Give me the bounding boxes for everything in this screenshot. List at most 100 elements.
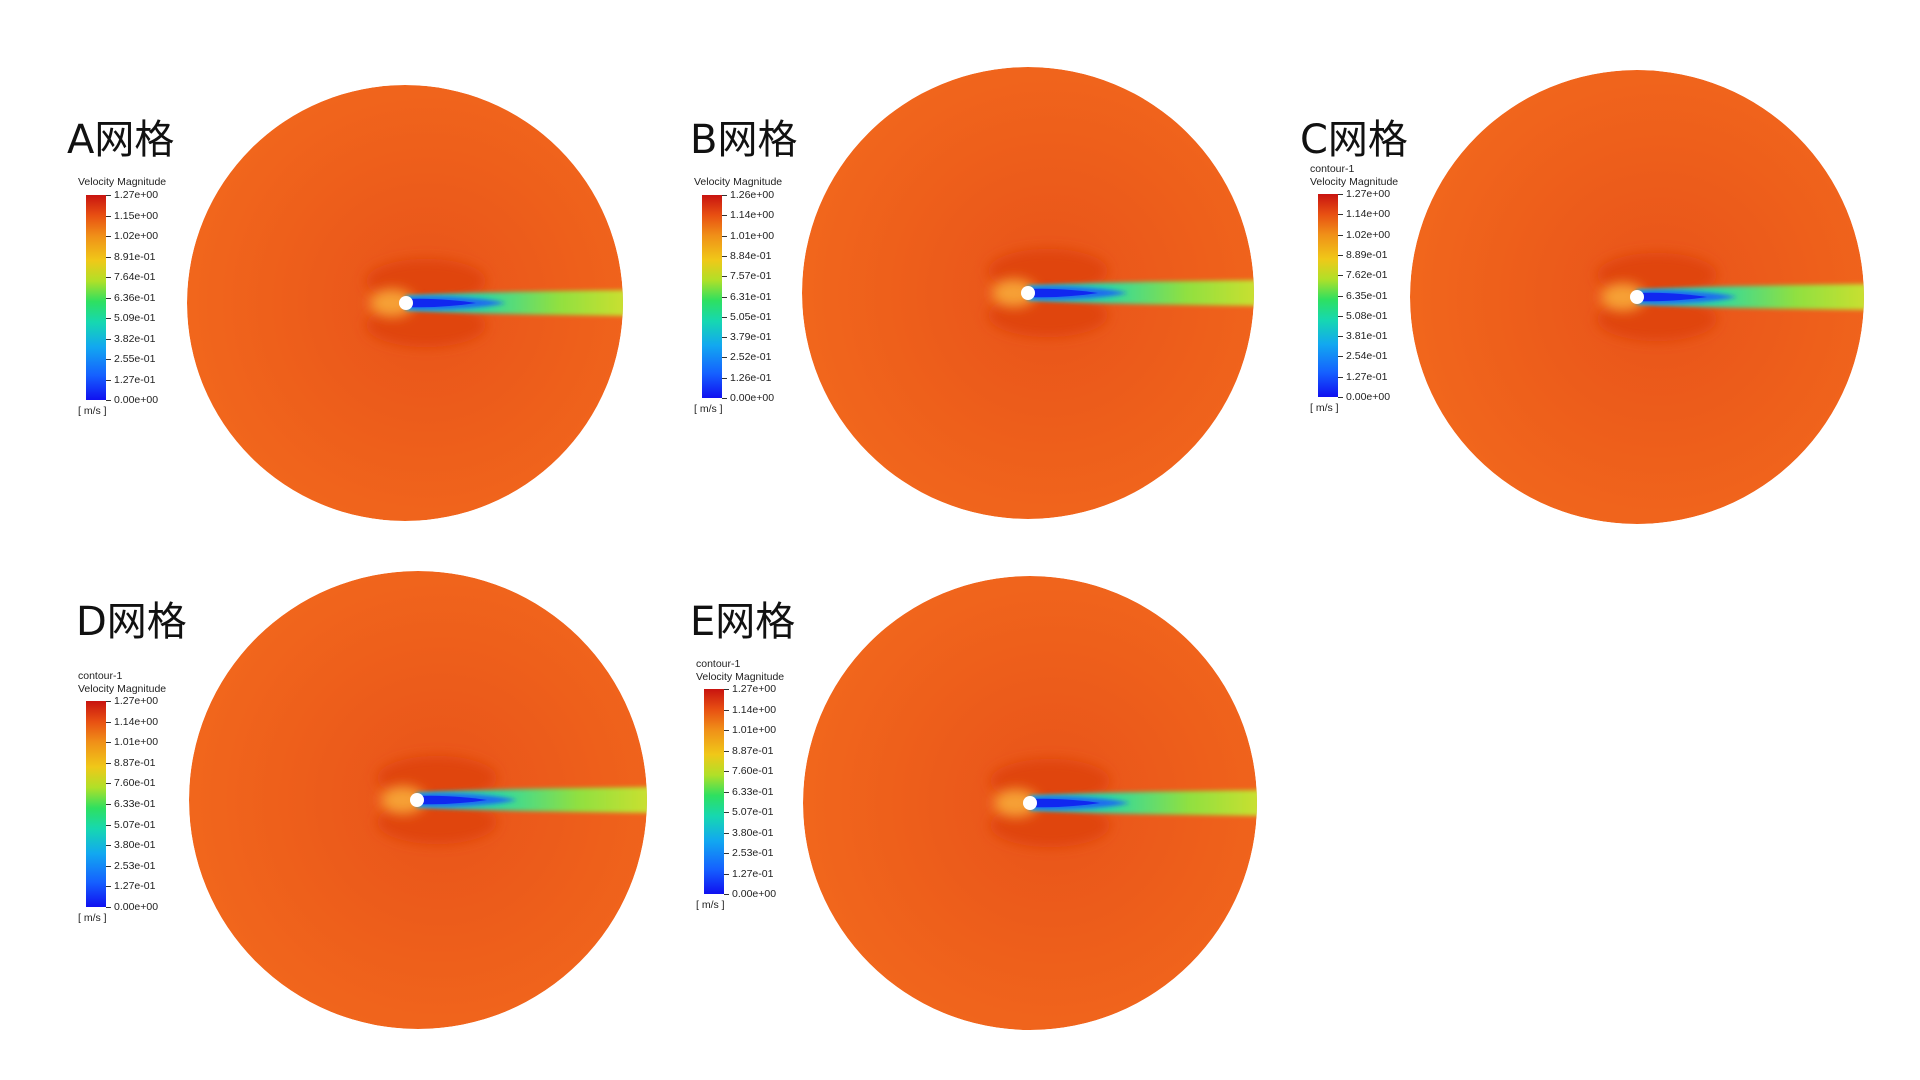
colorbar-tick	[1338, 336, 1343, 338]
colorbar-tick	[106, 701, 111, 702]
legend-variable: Velocity Magnitude	[694, 176, 783, 188]
colorbar-legend: contour-1 Velocity Magnitude [ m/s ] 1.2…	[1310, 163, 1398, 414]
colorbar-tick	[722, 255, 727, 257]
colorbar-tick-label: 6.35e-01	[1346, 289, 1388, 302]
colorbar-tick	[106, 804, 111, 805]
legend-variable: Velocity Magnitude	[78, 683, 167, 695]
colorbar-tick	[722, 235, 727, 237]
colorbar-tick-label: 7.60e-01	[114, 777, 156, 790]
colorbar-legend: contour-1 Velocity Magnitude [ m/s ] 1.2…	[696, 658, 785, 911]
panel-title: A网格	[67, 117, 175, 163]
colorbar-legend: Velocity Magnitude [ m/s ] 1.26e+00 1.14e…	[694, 176, 783, 415]
stagnation-region	[992, 279, 1036, 307]
colorbar-tick-label: 1.14e+00	[730, 209, 775, 222]
wake-outer	[1028, 280, 1254, 306]
colorbar-tick	[724, 730, 729, 731]
colorbar-tick	[724, 894, 729, 895]
legend-contour-name: contour-1	[1310, 163, 1355, 175]
colorbar-tick-label: 2.53e-01	[732, 847, 774, 859]
wake-core	[417, 795, 487, 805]
colorbar-tick-label: 8.87e-01	[114, 756, 156, 769]
colorbar-legend: Velocity Magnitude [ m/s ] 1.27e+00 1.15e…	[78, 176, 166, 417]
colorbar-tick	[106, 742, 111, 744]
legend-unit: [ m/s ]	[78, 912, 107, 924]
colorbar-tick-label: 3.80e-01	[732, 826, 774, 839]
legend-variable: Velocity Magnitude	[696, 671, 785, 683]
colorbar-tick-label: 1.26e+00	[730, 189, 775, 201]
legend-unit: [ m/s ]	[694, 403, 723, 415]
legend-unit: [ m/s ]	[78, 405, 107, 417]
colorbar-tick-label: 2.55e-01	[114, 353, 156, 365]
colorbar-tick-label: 1.27e+00	[1346, 188, 1391, 200]
colorbar-tick	[1338, 295, 1343, 297]
colorbar	[86, 195, 106, 400]
panel-title: D网格	[76, 599, 187, 645]
panel-title: C网格	[1300, 117, 1408, 163]
colorbar-tick-label: 8.87e-01	[732, 744, 774, 757]
colorbar-tick-label: 1.27e-01	[1346, 370, 1388, 383]
colorbar-tick	[722, 316, 727, 318]
colorbar-tick	[722, 337, 727, 339]
colorbar-tick	[1338, 376, 1343, 378]
colorbar-tick	[724, 791, 729, 793]
stagnation-region	[994, 789, 1038, 817]
colorbar-tick-label: 5.09e-01	[114, 312, 156, 324]
wake-outer	[1637, 284, 1864, 310]
colorbar-tick	[722, 215, 727, 217]
colorbar-tick	[724, 873, 729, 875]
legend-contour-name: contour-1	[696, 658, 741, 670]
colorbar-tick-label: 5.07e-01	[114, 818, 156, 831]
colorbar-tick-label: 3.81e-01	[1346, 330, 1388, 343]
colorbar-tick-label: 6.31e-01	[730, 290, 772, 303]
colorbar-tick-label: 1.27e+00	[114, 695, 159, 707]
colorbar-tick-label: 1.27e+00	[732, 683, 777, 695]
wake-outer	[406, 290, 623, 316]
colorbar-tick-label: 2.54e-01	[1346, 350, 1388, 363]
colorbar-tick	[106, 865, 111, 867]
colorbar-tick	[106, 762, 111, 764]
colorbar-tick-label: 7.64e-01	[114, 271, 156, 283]
colorbar-tick	[722, 377, 727, 379]
wake-outer	[1030, 790, 1257, 816]
cylinder	[1021, 286, 1035, 300]
colorbar-tick	[106, 845, 111, 847]
colorbar-tick-label: 7.57e-01	[730, 270, 772, 283]
colorbar-tick	[724, 812, 729, 813]
colorbar-tick	[724, 832, 729, 834]
stagnation-region	[381, 786, 425, 814]
colorbar	[702, 195, 722, 398]
colorbar-tick	[722, 398, 727, 399]
colorbar-tick-label: 5.08e-01	[1346, 309, 1388, 322]
colorbar-tick-label: 6.36e-01	[114, 291, 156, 304]
colorbar-tick	[722, 195, 727, 196]
colorbar-tick-label: 1.01e+00	[114, 736, 159, 749]
colorbar-tick-label: 1.14e+00	[114, 715, 159, 728]
colorbar-tick-label: 5.05e-01	[730, 310, 772, 323]
colorbar-tick	[1338, 234, 1343, 236]
colorbar-tick-label: 6.33e-01	[732, 785, 774, 798]
colorbar-tick-label: 3.79e-01	[730, 331, 772, 344]
stagnation-region	[370, 289, 414, 317]
cylinder	[399, 296, 413, 310]
colorbar-tick-label: 6.33e-01	[114, 798, 156, 810]
colorbar-tick-label: 1.02e+00	[1346, 228, 1391, 241]
colorbar-tick	[106, 783, 111, 785]
colorbar-tick-label: 0.00e+00	[732, 888, 777, 900]
wake-core	[406, 298, 476, 308]
colorbar-tick-label: 8.91e-01	[114, 250, 156, 263]
colorbar-tick	[722, 276, 727, 278]
colorbar-tick	[1338, 275, 1343, 277]
wake-core	[1637, 292, 1707, 302]
colorbar-tick	[106, 318, 111, 319]
colorbar-tick	[724, 771, 729, 772]
colorbar-tick-label: 1.01e+00	[730, 229, 775, 242]
colorbar-tick	[1338, 254, 1343, 256]
colorbar-tick	[106, 907, 111, 908]
colorbar-tick-label: 2.52e-01	[730, 351, 772, 364]
colorbar-tick	[106, 338, 111, 340]
colorbar-tick-label: 1.27e-01	[732, 867, 774, 880]
colorbar-tick	[1338, 315, 1343, 317]
colorbar-tick-label: 8.89e-01	[1346, 248, 1388, 261]
